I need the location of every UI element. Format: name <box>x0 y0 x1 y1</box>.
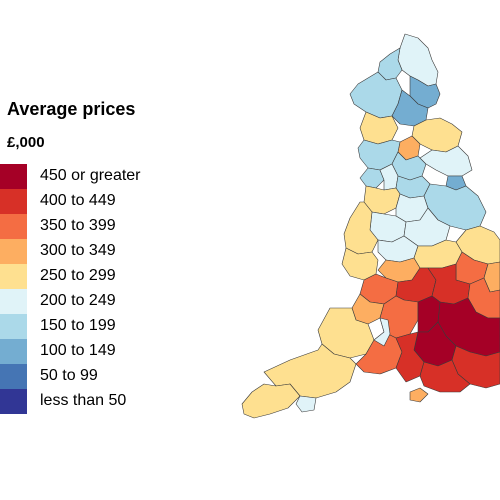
region-sussex <box>419 359 471 393</box>
legend-item: less than 50 <box>0 389 200 414</box>
legend-unit: £,000 <box>7 134 45 151</box>
legend-label: less than 50 <box>40 392 127 409</box>
legend-item: 150 to 199 <box>0 314 200 339</box>
legend-swatch <box>0 239 27 264</box>
legend-swatch <box>0 164 27 189</box>
legend-item: 250 to 299 <box>0 264 200 289</box>
region-plymouth <box>295 395 317 413</box>
legend-item: 100 to 149 <box>0 339 200 364</box>
legend-label: 250 to 299 <box>40 267 116 284</box>
legend-label: 350 to 399 <box>40 217 116 234</box>
legend-item: 350 to 399 <box>0 214 200 239</box>
legend-swatch <box>0 189 27 214</box>
region-bridgwater <box>373 317 391 347</box>
legend-label: 100 to 149 <box>40 342 116 359</box>
legend-label: 450 or greater <box>40 167 141 184</box>
legend-label: 400 to 449 <box>40 192 116 209</box>
legend-swatch <box>0 339 27 364</box>
legend-swatch <box>0 214 27 239</box>
legend-title: Average prices <box>7 99 136 119</box>
region-northumberland <box>397 33 439 87</box>
legend-swatch <box>0 364 27 389</box>
legend-swatch <box>0 289 27 314</box>
legend-label: 150 to 199 <box>40 317 116 334</box>
legend-item: 300 to 349 <box>0 239 200 264</box>
legend-item: 450 or greater <box>0 164 200 189</box>
legend-item: 200 to 249 <box>0 289 200 314</box>
region-cornwall <box>241 383 301 419</box>
legend-swatch <box>0 314 27 339</box>
legend: 450 or greater 400 to 449 350 to 399 300 to… <box>0 164 200 414</box>
legend-label: 300 to 349 <box>40 242 116 259</box>
legend-swatch <box>0 389 27 414</box>
legend-label: 200 to 249 <box>40 292 116 309</box>
region-isle-of-wight <box>409 387 429 403</box>
legend-item: 50 to 99 <box>0 364 200 389</box>
legend-label: 50 to 99 <box>40 367 98 384</box>
legend-swatch <box>0 264 27 289</box>
legend-item: 400 to 449 <box>0 189 200 214</box>
